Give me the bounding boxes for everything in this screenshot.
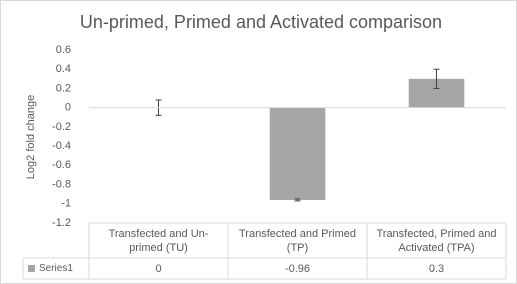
value-cell: -0.96 — [284, 262, 311, 275]
value-cell: 0 — [155, 262, 162, 275]
category-cell: Transfected and Primed (TP) — [239, 227, 356, 254]
y-tick-label: -1.2 — [52, 217, 71, 229]
value-cell: 0.3 — [428, 262, 445, 275]
y-tick-label: -1 — [61, 198, 71, 210]
y-tick-label: -0.6 — [52, 159, 71, 171]
legend-label: Series1 — [39, 263, 73, 274]
y-tick-label: -0.2 — [52, 121, 71, 133]
chart-title: Un-primed, Primed and Activated comparis… — [80, 12, 442, 32]
y-tick-label: 0.6 — [56, 44, 71, 56]
y-tick-label: -0.8 — [52, 178, 71, 190]
bar — [269, 107, 326, 200]
category-cell: Transfected and Un-primed (TU) — [108, 227, 209, 254]
y-tick-label: 0.2 — [56, 82, 71, 94]
y-axis-label: Log2 fold change — [25, 95, 37, 179]
y-tick-label: 0.4 — [56, 63, 71, 75]
legend-key — [28, 265, 35, 272]
y-tick-label: -0.4 — [52, 140, 71, 152]
y-tick-label: 0 — [65, 102, 71, 114]
error-bar — [433, 68, 440, 89]
category-cell: Transfected, Primed and Activated (TPA) — [376, 227, 497, 254]
error-bar — [294, 198, 301, 202]
